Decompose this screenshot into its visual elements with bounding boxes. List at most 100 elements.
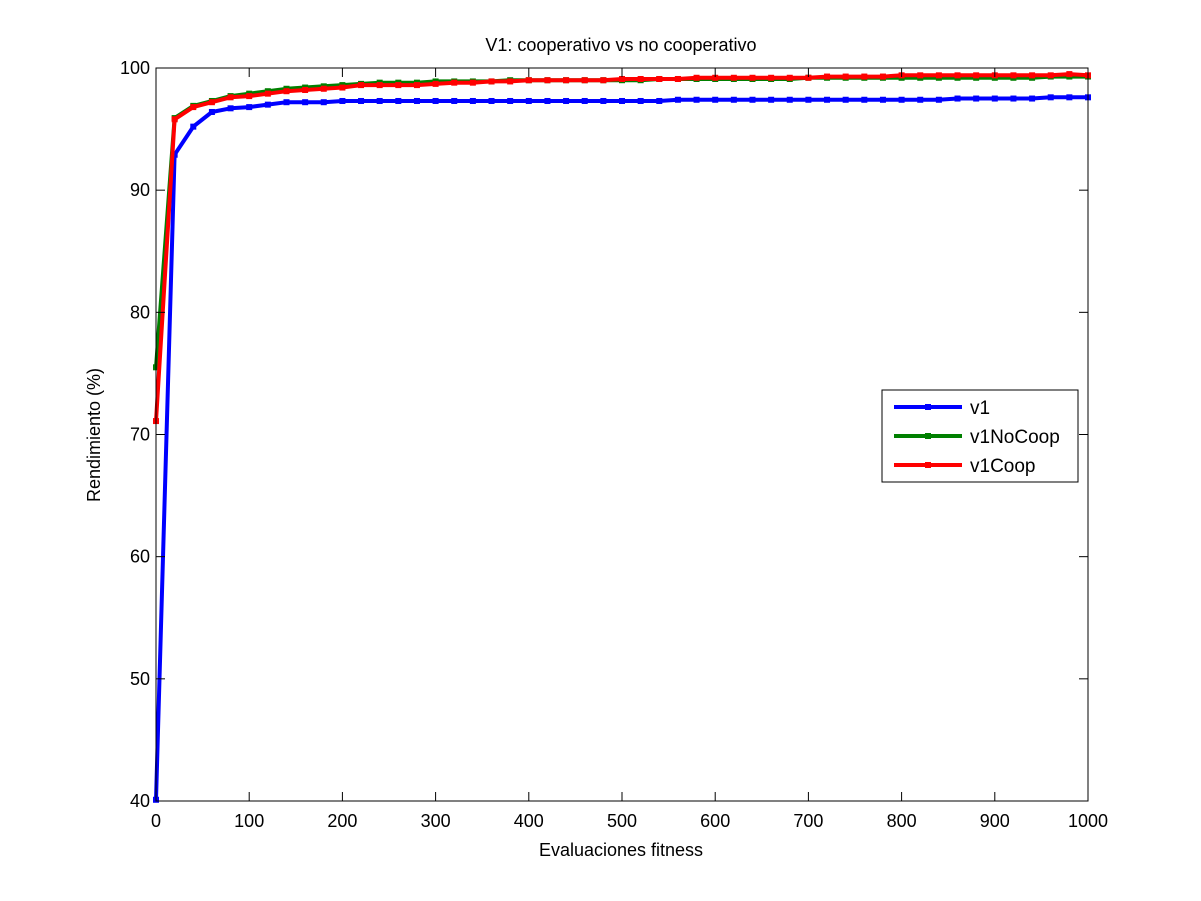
- data-point-v1Coop: [339, 84, 346, 91]
- x-tick-label: 400: [514, 811, 544, 831]
- data-point-v1: [190, 123, 197, 130]
- data-point-v1Coop: [264, 90, 271, 97]
- data-point-v1Coop: [619, 75, 625, 82]
- data-point-v1: [768, 96, 775, 103]
- x-tick-label: 0: [151, 811, 161, 831]
- x-tick-label: 1000: [1068, 811, 1108, 831]
- data-point-v1: [1066, 94, 1073, 101]
- data-point-v1Coop: [525, 77, 532, 84]
- legend: v1 v1NoCoop v1Coop: [881, 389, 1079, 483]
- y-tick-label: 50: [130, 669, 150, 689]
- data-point-v1Coop: [842, 73, 849, 80]
- data-point-v1Coop: [227, 94, 234, 101]
- data-point-v1: [749, 96, 756, 103]
- data-point-v1Coop: [190, 104, 197, 111]
- data-point-v1Coop: [451, 79, 458, 86]
- data-point-v1Coop: [637, 75, 644, 82]
- data-point-v1: [451, 97, 458, 104]
- data-point-v1: [264, 101, 271, 108]
- x-tick-label: 600: [700, 811, 730, 831]
- data-point-v1Coop: [730, 74, 737, 81]
- data-point-v1: [413, 97, 420, 104]
- data-point-v1Coop: [600, 77, 607, 84]
- data-point-v1Coop: [973, 72, 980, 79]
- x-tick-label: 100: [234, 811, 264, 831]
- data-point-v1Coop: [879, 73, 886, 80]
- legend-marker-v1NoCoop: [925, 433, 931, 439]
- x-tick-label: 200: [327, 811, 357, 831]
- data-point-v1: [991, 95, 998, 102]
- data-point-v1: [842, 96, 849, 103]
- data-point-v1: [302, 99, 309, 106]
- data-point-v1Coop: [432, 80, 439, 87]
- data-point-v1Coop: [283, 88, 290, 95]
- data-point-v1: [246, 104, 253, 111]
- data-point-v1: [432, 97, 439, 104]
- data-point-v1: [171, 151, 178, 158]
- data-point-v1Coop: [488, 78, 495, 85]
- data-point-v1Coop: [171, 116, 178, 123]
- y-tick-label: 70: [130, 425, 150, 445]
- legend-marker-v1Coop: [925, 462, 931, 468]
- data-point-v1: [227, 105, 234, 112]
- data-point-v1Coop: [656, 75, 663, 82]
- data-point-v1Coop: [246, 93, 253, 100]
- data-point-v1Coop: [563, 77, 570, 84]
- data-point-v1Coop: [861, 73, 868, 80]
- data-point-v1: [581, 97, 588, 104]
- legend-marker-v1: [925, 404, 931, 410]
- data-point-v1: [637, 97, 644, 104]
- data-point-v1: [395, 97, 402, 104]
- data-point-v1: [339, 97, 346, 104]
- x-tick-label: 700: [793, 811, 823, 831]
- data-point-v1Coop: [1047, 72, 1054, 79]
- data-point-v1Coop: [1029, 72, 1036, 79]
- data-point-v1Coop: [395, 82, 402, 89]
- data-point-v1: [879, 96, 886, 103]
- data-point-v1Coop: [954, 72, 961, 79]
- data-point-v1Coop: [1010, 72, 1017, 79]
- data-point-v1: [954, 95, 961, 102]
- data-point-v1Coop: [358, 82, 365, 89]
- data-point-v1: [917, 96, 924, 103]
- data-point-v1Coop: [320, 85, 327, 92]
- data-point-v1Coop: [674, 75, 681, 82]
- data-point-v1Coop: [693, 74, 700, 81]
- data-point-v1: [1010, 95, 1017, 102]
- data-point-v1: [358, 97, 365, 104]
- data-point-v1: [805, 96, 812, 103]
- data-point-v1: [712, 96, 719, 103]
- data-point-v1: [507, 97, 514, 104]
- y-tick-label: 60: [130, 547, 150, 567]
- data-point-v1: [824, 96, 831, 103]
- data-point-v1: [861, 96, 868, 103]
- data-point-v1Coop: [507, 78, 514, 85]
- x-tick-label: 800: [887, 811, 917, 831]
- x-tick-label: 500: [607, 811, 637, 831]
- legend-label-v1Coop: v1Coop: [970, 456, 1036, 477]
- data-point-v1Coop: [208, 99, 215, 106]
- x-axis-label: Evaluaciones fitness: [539, 840, 703, 860]
- data-point-v1Coop: [1066, 71, 1073, 78]
- data-point-v1: [1047, 94, 1054, 101]
- data-point-v1Coop: [544, 77, 551, 84]
- data-point-v1: [469, 97, 476, 104]
- data-point-v1: [488, 97, 495, 104]
- data-point-v1: [786, 96, 793, 103]
- data-point-v1Coop: [469, 79, 476, 86]
- y-tick-label: 100: [120, 58, 150, 78]
- data-point-v1: [283, 99, 290, 106]
- legend-label-v1NoCoop: v1NoCoop: [970, 427, 1060, 448]
- data-point-v1Coop: [712, 74, 719, 81]
- axes: 0 100 200 300 400 500 600 700 800 900 1000 40 50 60 70…: [120, 58, 1108, 831]
- x-tick-label: 900: [980, 811, 1010, 831]
- data-point-v1Coop: [917, 72, 924, 79]
- data-point-v1Coop: [805, 74, 812, 81]
- x-tick-label: 300: [421, 811, 451, 831]
- data-point-v1Coop: [413, 82, 420, 89]
- data-point-v1: [525, 97, 532, 104]
- legend-label-v1: v1: [970, 398, 990, 419]
- data-point-v1: [563, 97, 570, 104]
- data-point-v1: [600, 97, 607, 104]
